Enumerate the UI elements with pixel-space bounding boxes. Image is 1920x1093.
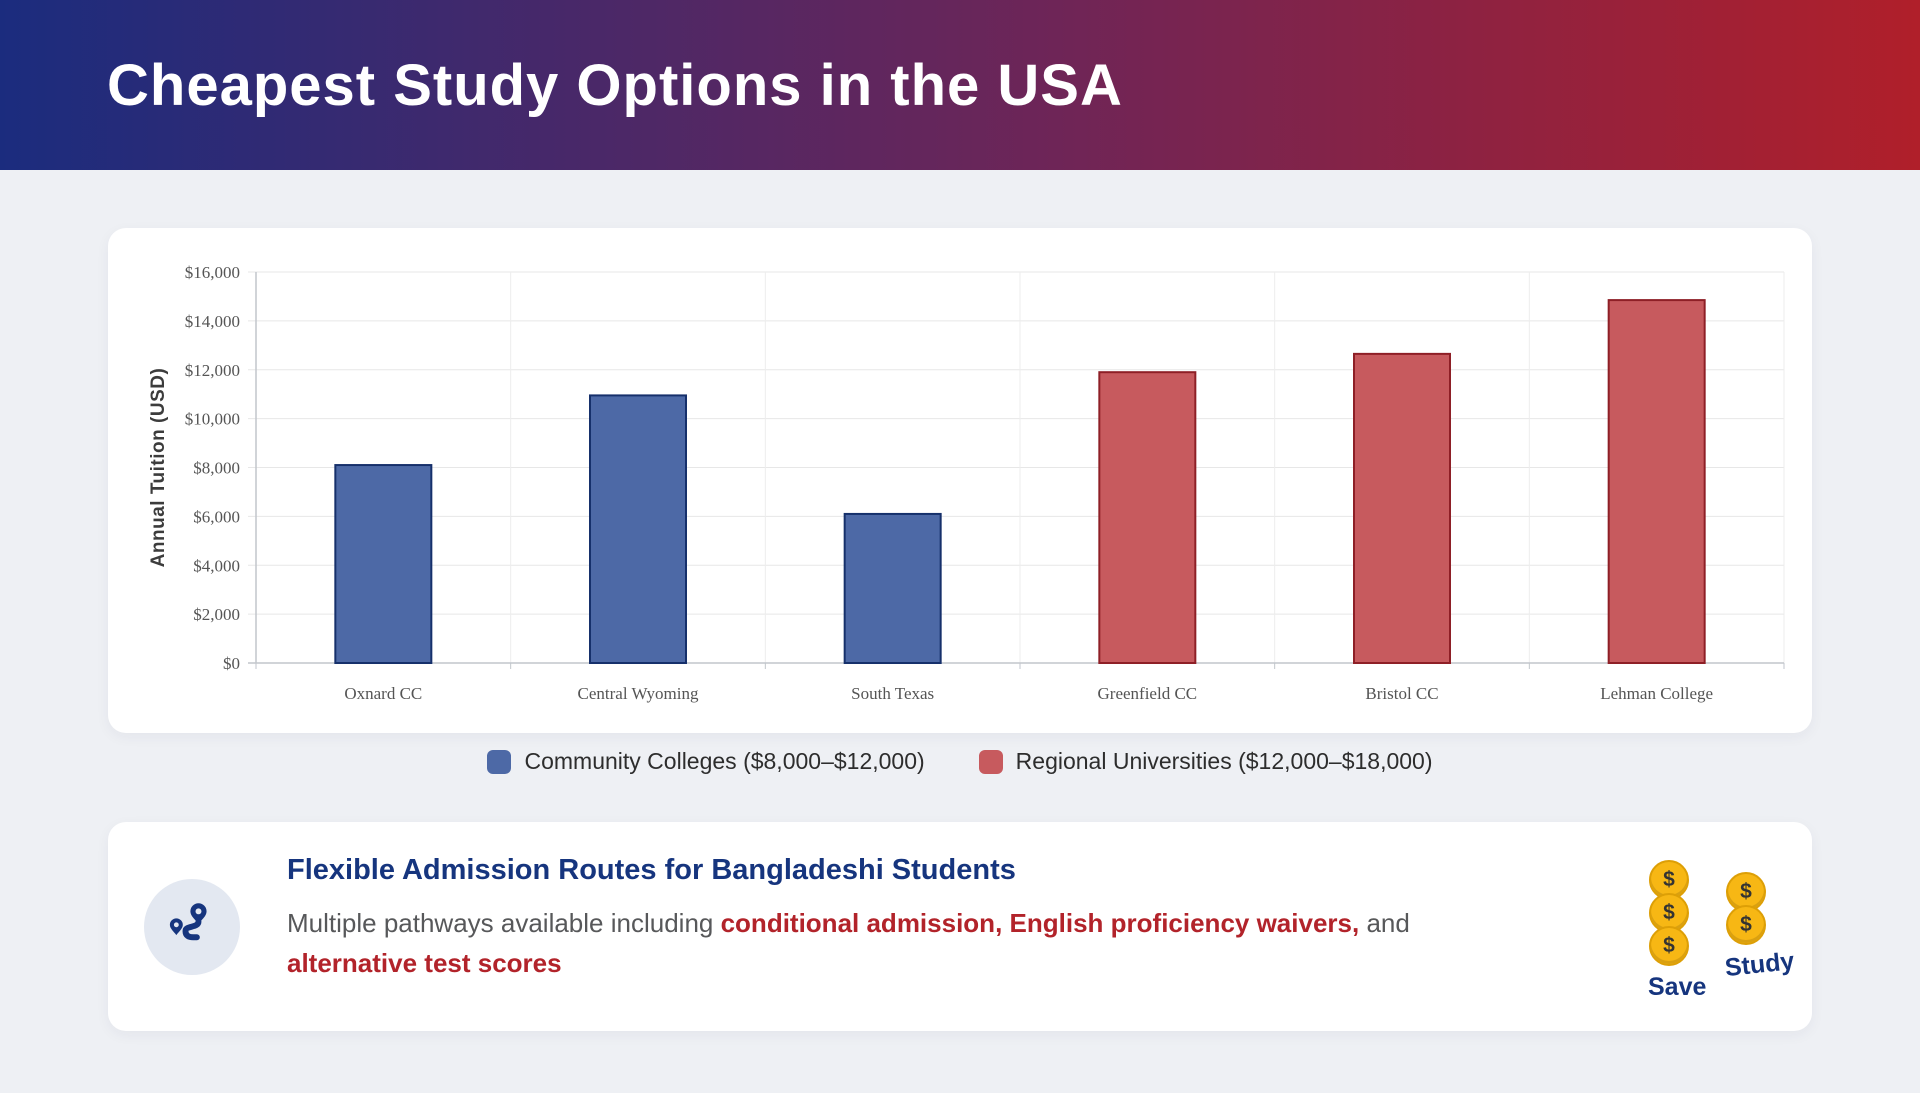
highlight-alternative-scores: alternative test scores [287,948,562,979]
legend-item-community: Community Colleges ($8,000–$12,000) [487,748,925,775]
body-text: Multiple pathways available including [287,908,721,938]
study-coin-stack: $ $ Study [1723,872,1796,983]
x-category-label: Bristol CC [1365,684,1438,703]
info-content: Flexible Admission Routes for Bangladesh… [287,854,1647,984]
coin-icon: $ [1726,872,1766,912]
coin-icon: $ [1649,926,1689,966]
y-tick-label: $0 [223,654,240,673]
save-label: Save [1648,973,1707,1001]
y-tick-label: $6,000 [193,507,240,526]
x-category-label: Oxnard CC [344,684,422,703]
x-category-label: Greenfield CC [1098,684,1198,703]
y-tick-label: $16,000 [185,263,240,282]
community-swatch-icon [487,749,512,774]
admission-info-card: Flexible Admission Routes for Bangladesh… [108,822,1812,1031]
x-category-label: Lehman College [1600,684,1713,703]
y-tick-label: $14,000 [185,312,240,331]
route-icon [169,903,207,941]
y-tick-label: $2,000 [193,605,240,624]
regional-swatch-icon [978,749,1003,774]
highlight-english-waivers: English proficiency waivers, [1009,908,1360,938]
chart-legend: Community Colleges ($8,000–$12,000) Regi… [0,748,1920,775]
x-category-label: South Texas [851,684,934,703]
bar-bristol-cc [1353,352,1451,664]
y-axis-title: Annual Tuition (USD) [148,368,169,568]
save-coin-stack: $ $ $ Save [1648,860,1707,1002]
info-body: Multiple pathways available including co… [287,903,1647,984]
body-text: and [1359,908,1410,938]
bar-oxnard-cc [334,464,433,664]
tuition-bar-chart: $0 $2,000 $4,000 $6,000 $8,000 $10,000 $12,000… [148,263,1785,703]
icon-circle [144,879,240,975]
coin-icon: $ [1726,905,1766,945]
bar-greenfield-cc [1098,371,1197,664]
study-label: Study [1723,947,1796,983]
legend-item-regional: Regional Universities ($12,000–$18,000) [978,748,1433,775]
bar-lehman-college [1607,299,1706,665]
y-tick-label: $4,000 [193,556,240,575]
body-text [1002,908,1009,938]
x-category-label: Central Wyoming [578,684,699,703]
page-title: Cheapest Study Options in the USA [107,52,1123,118]
bar-central-wyoming [589,394,687,665]
header-banner: Cheapest Study Options in the USA [0,0,1920,170]
chart-card: $0 $2,000 $4,000 $6,000 $8,000 $10,000 $12,000… [108,228,1812,733]
y-tick-label: $10,000 [185,410,240,429]
y-tick-label: $8,000 [193,459,240,478]
legend-label: Community Colleges ($8,000–$12,000) [524,748,925,774]
bar-south-texas [843,512,942,664]
y-tick-label: $12,000 [185,361,240,380]
highlight-conditional-admission: conditional admission, [720,908,1003,938]
info-title: Flexible Admission Routes for Bangladesh… [287,854,1016,886]
legend-label: Regional Universities ($12,000–$18,000) [1015,748,1433,774]
